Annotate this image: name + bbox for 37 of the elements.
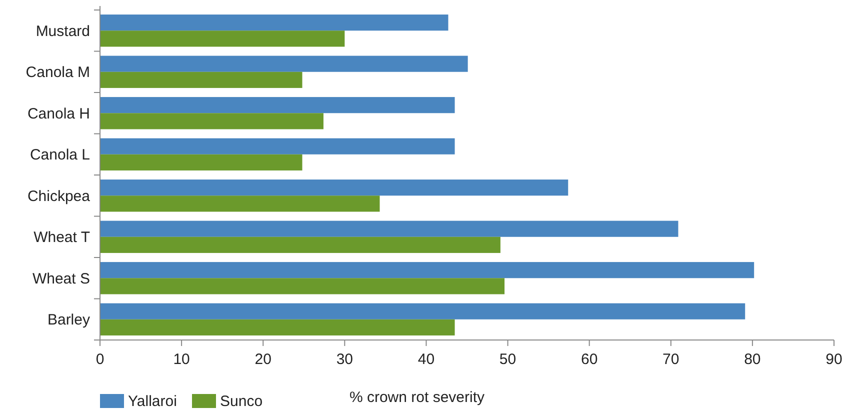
x-tick-label: 40 bbox=[418, 351, 435, 368]
bar bbox=[100, 220, 678, 237]
x-tick-label: 30 bbox=[336, 351, 354, 368]
bar bbox=[100, 154, 302, 170]
y-tick-label: Chickpea bbox=[27, 188, 91, 205]
bar bbox=[100, 113, 324, 130]
bar bbox=[100, 236, 500, 253]
bar bbox=[100, 180, 568, 196]
bar bbox=[100, 196, 380, 212]
bar bbox=[100, 72, 302, 88]
bar bbox=[100, 278, 505, 294]
x-tick-label: 50 bbox=[499, 351, 516, 368]
bar bbox=[100, 14, 448, 31]
x-tick-label: 90 bbox=[826, 351, 842, 368]
bar bbox=[100, 30, 345, 47]
x-tick-label: 70 bbox=[662, 351, 680, 368]
bar bbox=[100, 56, 468, 72]
x-axis-title: % crown rot severity bbox=[349, 389, 486, 406]
x-tick-label: 10 bbox=[173, 351, 190, 368]
bar bbox=[100, 262, 754, 278]
x-tick-label: 60 bbox=[580, 351, 598, 368]
y-tick-label: Canola M bbox=[26, 64, 90, 82]
legend-label: Yallaroi bbox=[128, 393, 177, 410]
y-tick-label: Barley bbox=[47, 312, 90, 329]
y-tick-label: Wheat T bbox=[34, 229, 90, 246]
bar bbox=[100, 138, 455, 154]
y-tick-label: Mustard bbox=[36, 22, 90, 40]
bar bbox=[100, 319, 455, 336]
legend-label: Sunco bbox=[220, 393, 263, 410]
y-tick-label: Canola H bbox=[27, 105, 90, 122]
bar bbox=[100, 97, 455, 114]
bar bbox=[100, 303, 746, 320]
x-tick-label: 80 bbox=[744, 351, 761, 368]
y-tick-label: Wheat S bbox=[32, 270, 90, 288]
x-tick-label: 0 bbox=[96, 351, 104, 368]
x-tick-label: 20 bbox=[254, 351, 272, 368]
y-tick-label: Canola L bbox=[30, 146, 90, 164]
